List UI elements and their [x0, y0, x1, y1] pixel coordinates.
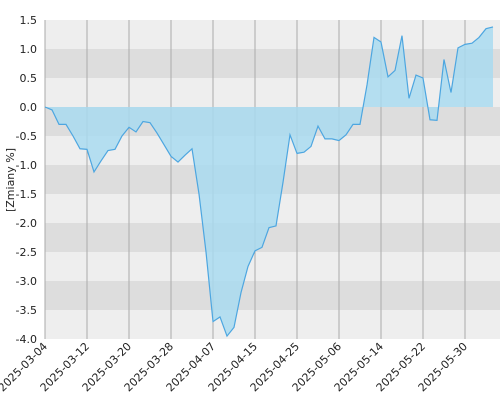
y-tick-label: 0.0	[20, 101, 38, 114]
line	[44, 26, 494, 338]
y-tick-label: -2.0	[16, 217, 37, 230]
grid-band	[45, 223, 500, 252]
y-tick-label: -4.0	[16, 333, 37, 346]
y-tick-label: 1.0	[20, 43, 38, 56]
y-tick-label: -1.0	[16, 159, 37, 172]
y-tick-label: -1.5	[16, 188, 37, 201]
y-tick-label: 0.5	[20, 72, 38, 85]
y-tick-label: -3.5	[16, 304, 37, 317]
y-tick-label: -3.0	[16, 275, 37, 288]
y-tick-label: -0.5	[16, 130, 37, 143]
grid-band	[45, 49, 500, 78]
grid-band	[45, 281, 500, 310]
y-tick-label: 1.5	[20, 14, 38, 27]
y-tick-label: -2.5	[16, 246, 37, 259]
y-axis-label: [Zmiany %]	[4, 148, 17, 212]
area	[45, 26, 493, 337]
